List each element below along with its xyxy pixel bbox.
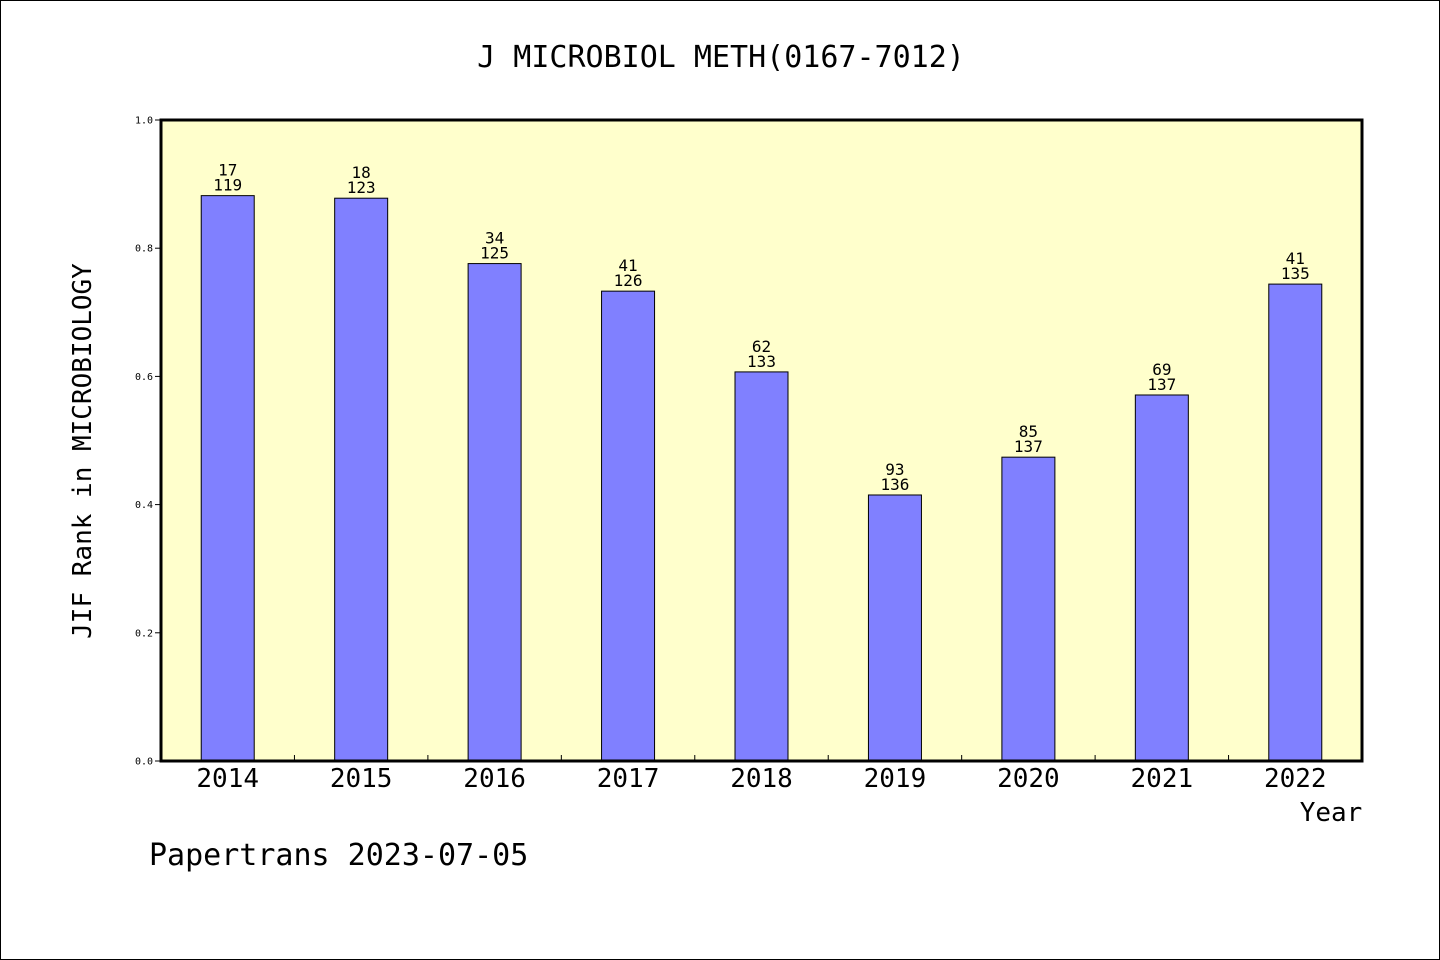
bar-rank-label-2017: 41 bbox=[618, 256, 637, 275]
bar-rank-label-2018: 62 bbox=[752, 337, 771, 356]
y-axis: 0.0 0.2 0.4 0.6 0.8 1.0 bbox=[135, 116, 161, 768]
bar-2021 bbox=[1134, 394, 1189, 762]
bar-2015 bbox=[334, 197, 389, 762]
bar-2022 bbox=[1268, 283, 1323, 762]
x-tick-label-2019: 2019 bbox=[864, 764, 927, 794]
x-tick-label-2015: 2015 bbox=[330, 764, 393, 794]
x-tick-label-2022: 2022 bbox=[1264, 764, 1327, 794]
bar-total-label-2017: 126 bbox=[614, 271, 643, 290]
x-tick-label-2018: 2018 bbox=[730, 764, 793, 794]
bar-labels-group: 1711918123341254112662133931368513769137… bbox=[213, 161, 1309, 494]
bar-rank-label-2021: 69 bbox=[1152, 360, 1171, 379]
x-axis-label: Year bbox=[1300, 798, 1363, 828]
bar-rank-label-2022: 41 bbox=[1286, 249, 1305, 268]
bars-group bbox=[200, 195, 1323, 762]
y-tick-label-3: 0.6 bbox=[135, 372, 153, 383]
bar-2016 bbox=[467, 263, 522, 762]
bar-total-label-2022: 135 bbox=[1281, 264, 1310, 283]
chart-title: J MICROBIOL METH(0167-7012) bbox=[477, 40, 965, 75]
bar-rank-label-2019: 93 bbox=[885, 460, 904, 479]
y-tick-label-4: 0.8 bbox=[135, 244, 153, 255]
bar-total-label-2016: 125 bbox=[480, 244, 509, 263]
plot-frame bbox=[159, 118, 1364, 763]
y-tick-label-0: 0.0 bbox=[135, 757, 153, 768]
y-tick-label-5: 1.0 bbox=[135, 116, 153, 127]
bar-2020 bbox=[1001, 456, 1056, 762]
bar-2018 bbox=[734, 371, 789, 762]
bar-rank-label-2020: 85 bbox=[1019, 422, 1038, 441]
x-tick-label-2016: 2016 bbox=[463, 764, 526, 794]
bar-total-label-2018: 133 bbox=[747, 352, 776, 371]
y-tick-label-2: 0.4 bbox=[135, 500, 153, 511]
bar-total-label-2015: 123 bbox=[347, 178, 376, 197]
bar-total-label-2014: 119 bbox=[213, 176, 242, 195]
bar-2017 bbox=[601, 290, 656, 762]
x-axis: 2014 2015 2016 2017 2018 2019 2020 2021 2022 bbox=[196, 755, 1327, 794]
y-axis-label: JIF Rank in MICROBIOLOGY bbox=[68, 263, 98, 639]
bar-2019 bbox=[867, 494, 922, 762]
x-tick-label-2017: 2017 bbox=[597, 764, 660, 794]
bar-rank-label-2014: 17 bbox=[218, 161, 237, 180]
x-tick-label-2020: 2020 bbox=[997, 764, 1060, 794]
footer-watermark: Papertrans 2023-07-05 bbox=[149, 838, 528, 873]
bar-rank-label-2015: 18 bbox=[352, 163, 371, 182]
y-tick-label-1: 0.2 bbox=[135, 628, 153, 639]
bar-total-label-2020: 137 bbox=[1014, 437, 1043, 456]
x-tick-label-2021: 2021 bbox=[1131, 764, 1194, 794]
x-tick-label-2014: 2014 bbox=[196, 764, 259, 794]
bar-rank-label-2016: 34 bbox=[485, 229, 504, 248]
bar-2014 bbox=[200, 195, 255, 762]
bar-total-label-2019: 136 bbox=[880, 475, 909, 494]
bar-total-label-2021: 137 bbox=[1147, 375, 1176, 394]
